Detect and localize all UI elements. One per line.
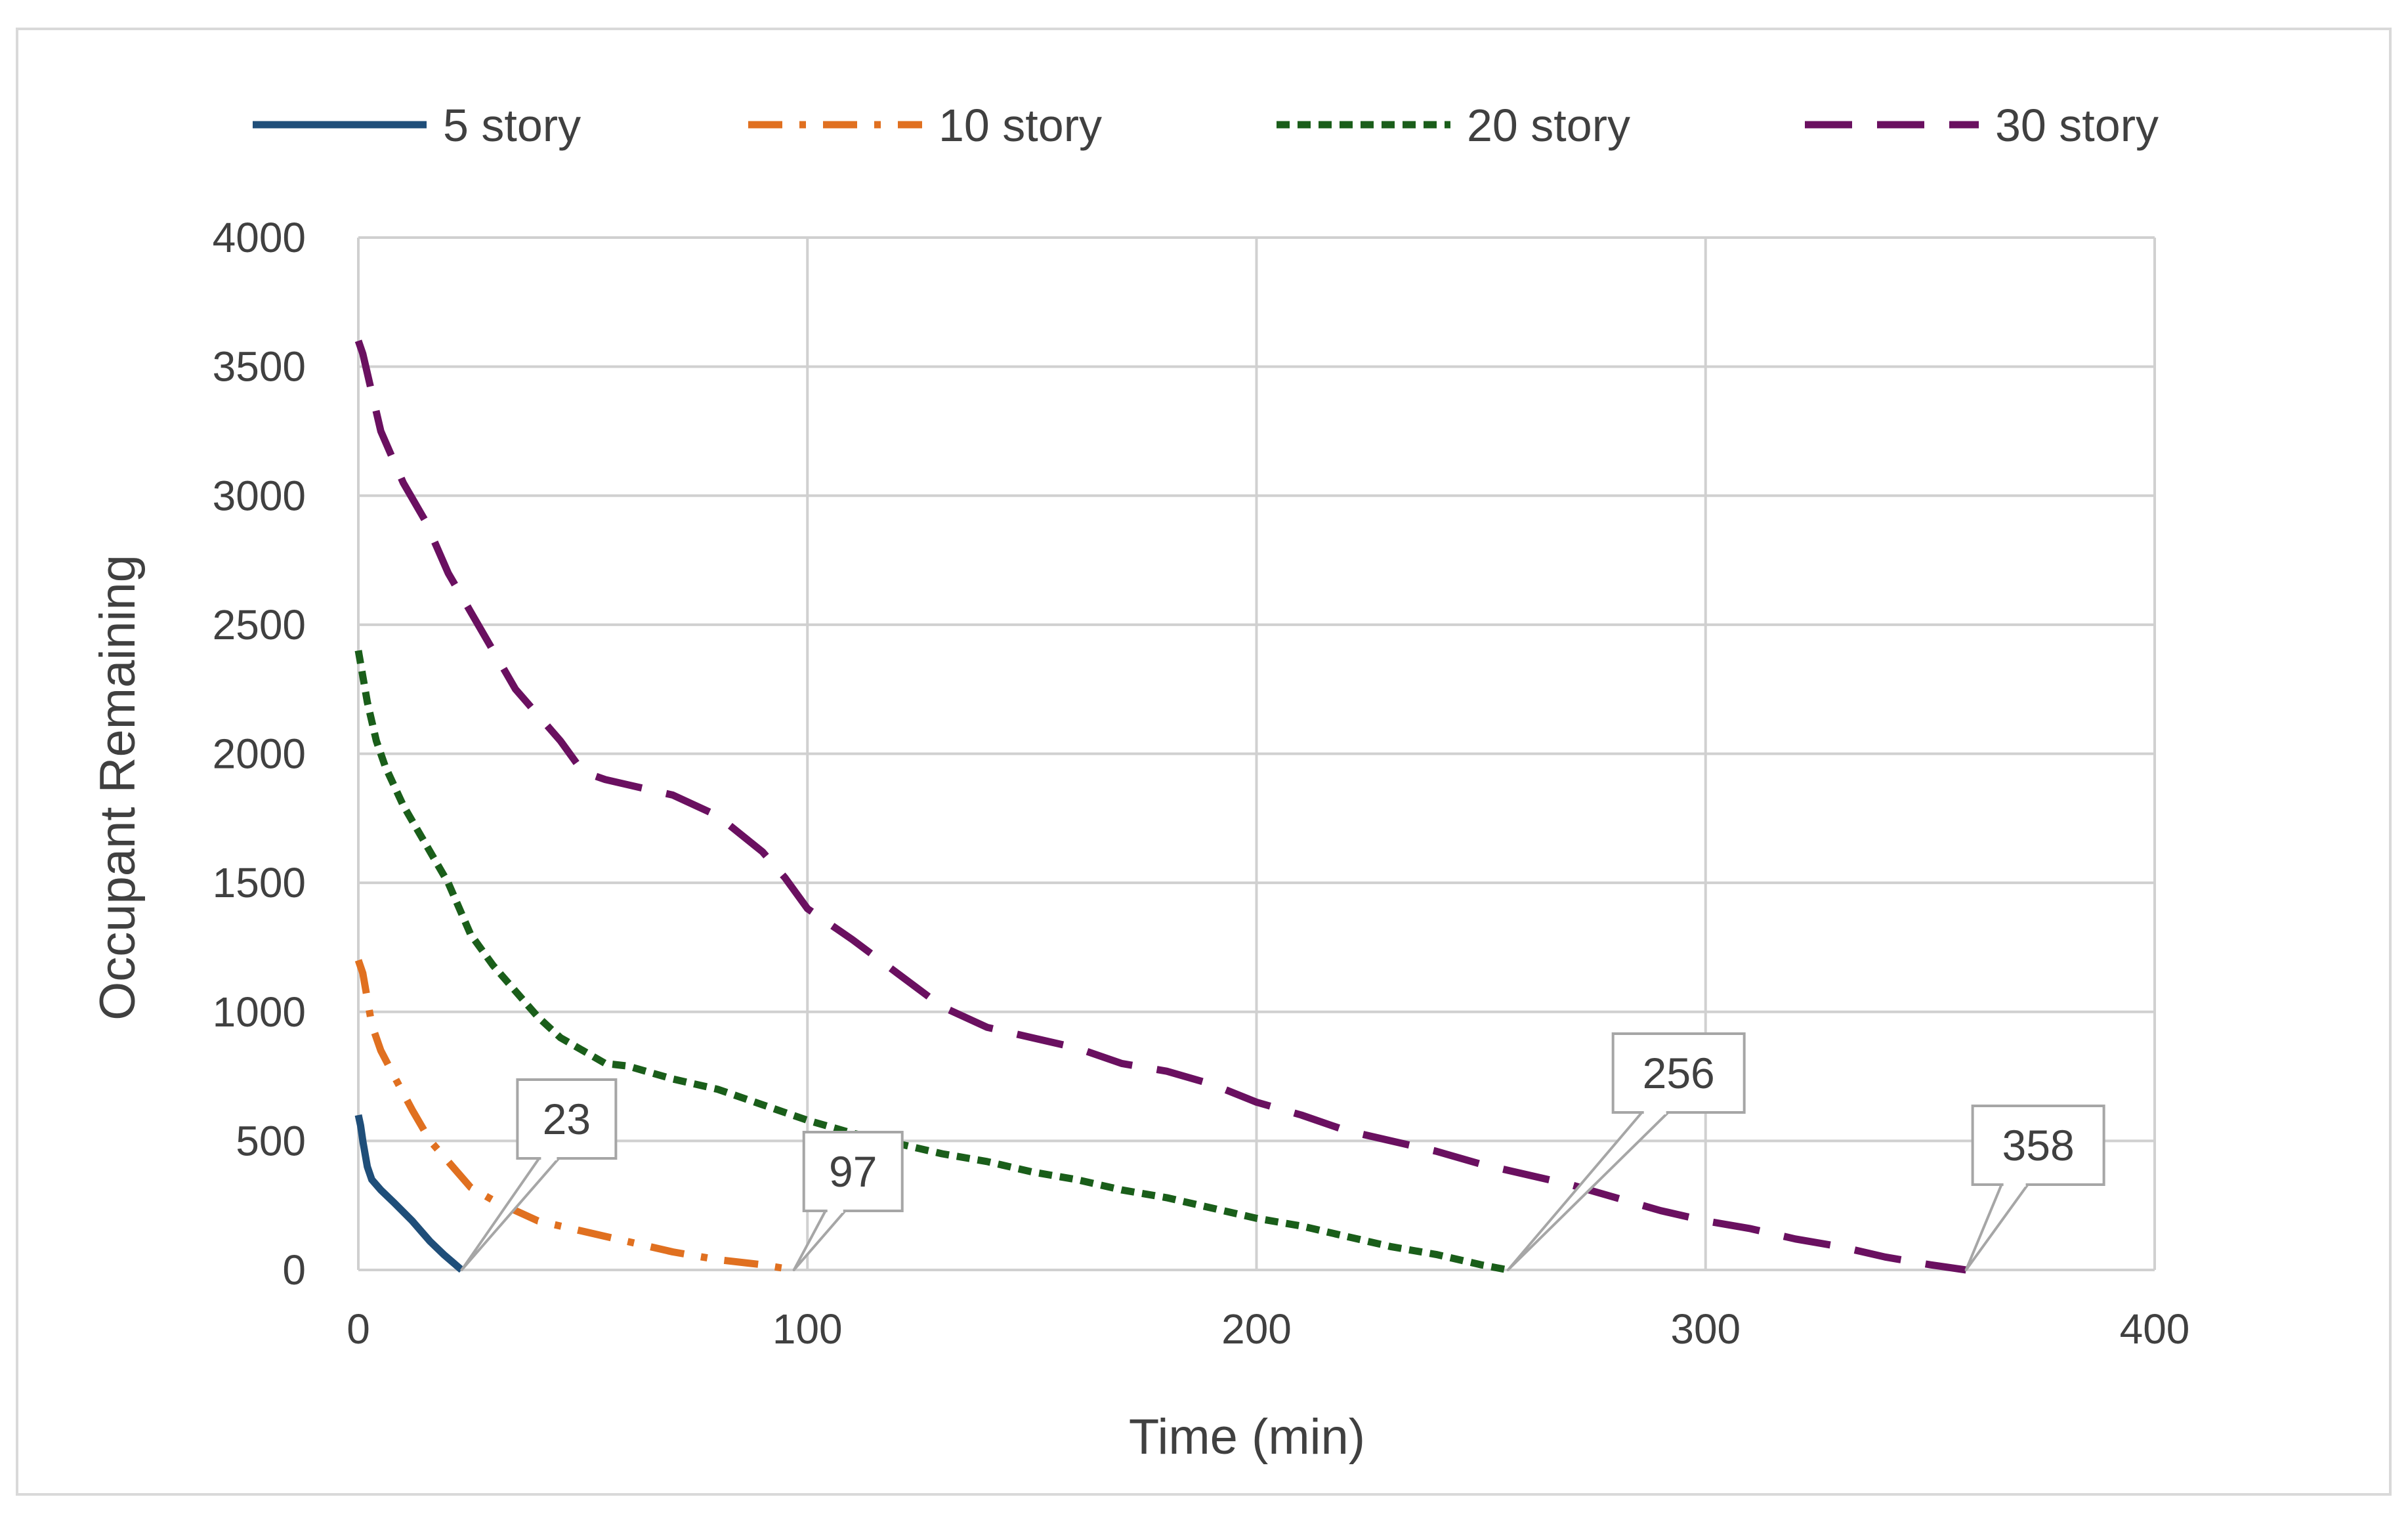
legend-item: 5 story <box>253 100 581 151</box>
legend-item: 20 story <box>1277 100 1630 151</box>
x-axis-title: Time (min) <box>1129 1409 1365 1465</box>
x-tick-label: 400 <box>2120 1305 2190 1353</box>
y-tick-label: 2500 <box>213 601 306 648</box>
callout-label: 358 <box>2002 1121 2075 1170</box>
y-tick-label: 500 <box>236 1117 306 1164</box>
x-tick-label: 100 <box>772 1305 843 1353</box>
y-tick-label: 2000 <box>213 730 306 778</box>
y-tick-label: 3500 <box>213 343 306 391</box>
tick-labels: 0 500 1000 1500 2000 2500 3000 3500 4000 0 100 200 3… <box>213 214 2190 1353</box>
legend-label: 30 story <box>1995 100 2159 151</box>
legend-item: 30 story <box>1805 100 2159 151</box>
legend-item: 10 story <box>748 100 1102 151</box>
data-callout: 358 <box>1964 1105 2105 1271</box>
callout-label: 97 <box>829 1147 877 1196</box>
gridlines <box>357 236 2156 1271</box>
callout-box <box>1971 1105 2105 1186</box>
x-tick-label: 0 <box>347 1305 370 1353</box>
data-callout: 97 <box>792 1131 904 1271</box>
callout-label: 256 <box>1643 1049 1715 1097</box>
x-tick-label: 200 <box>1221 1305 1292 1353</box>
x-tick-label: 300 <box>1670 1305 1741 1353</box>
callout-pointer <box>460 1157 560 1271</box>
y-tick-label: 1500 <box>213 859 306 906</box>
callout-pointer <box>792 1210 847 1271</box>
y-tick-label: 3000 <box>213 472 306 519</box>
legend-label: 10 story <box>939 100 1102 151</box>
data-callout: 23 <box>460 1078 618 1271</box>
callout-pointer <box>1964 1183 2029 1271</box>
series-lines <box>354 339 1967 1274</box>
callout-box <box>1611 1032 1746 1114</box>
series-line-5-story <box>354 1114 464 1273</box>
data-callout: 256 <box>1506 1032 1746 1271</box>
callout-box <box>802 1131 904 1212</box>
legend: 5 story 10 story 20 story 30 story <box>253 100 2159 151</box>
legend-label: 5 story <box>443 100 581 151</box>
callout-label: 23 <box>543 1095 591 1143</box>
y-tick-label: 4000 <box>213 214 306 261</box>
y-tick-label: 1000 <box>213 988 306 1036</box>
series-line-30-story <box>354 339 1967 1274</box>
series-line-10-story <box>354 959 795 1274</box>
callout-pointer <box>1506 1111 1670 1271</box>
chart-frame <box>16 28 2392 1496</box>
y-axis-title: Occupant Remaining <box>90 555 146 1021</box>
series-line-20-story <box>354 650 1509 1274</box>
legend-label: 20 story <box>1467 100 1630 151</box>
callouts: 23 97 256 358 <box>460 1032 2105 1271</box>
y-tick-label: 0 <box>282 1246 306 1294</box>
callout-box <box>516 1078 618 1160</box>
